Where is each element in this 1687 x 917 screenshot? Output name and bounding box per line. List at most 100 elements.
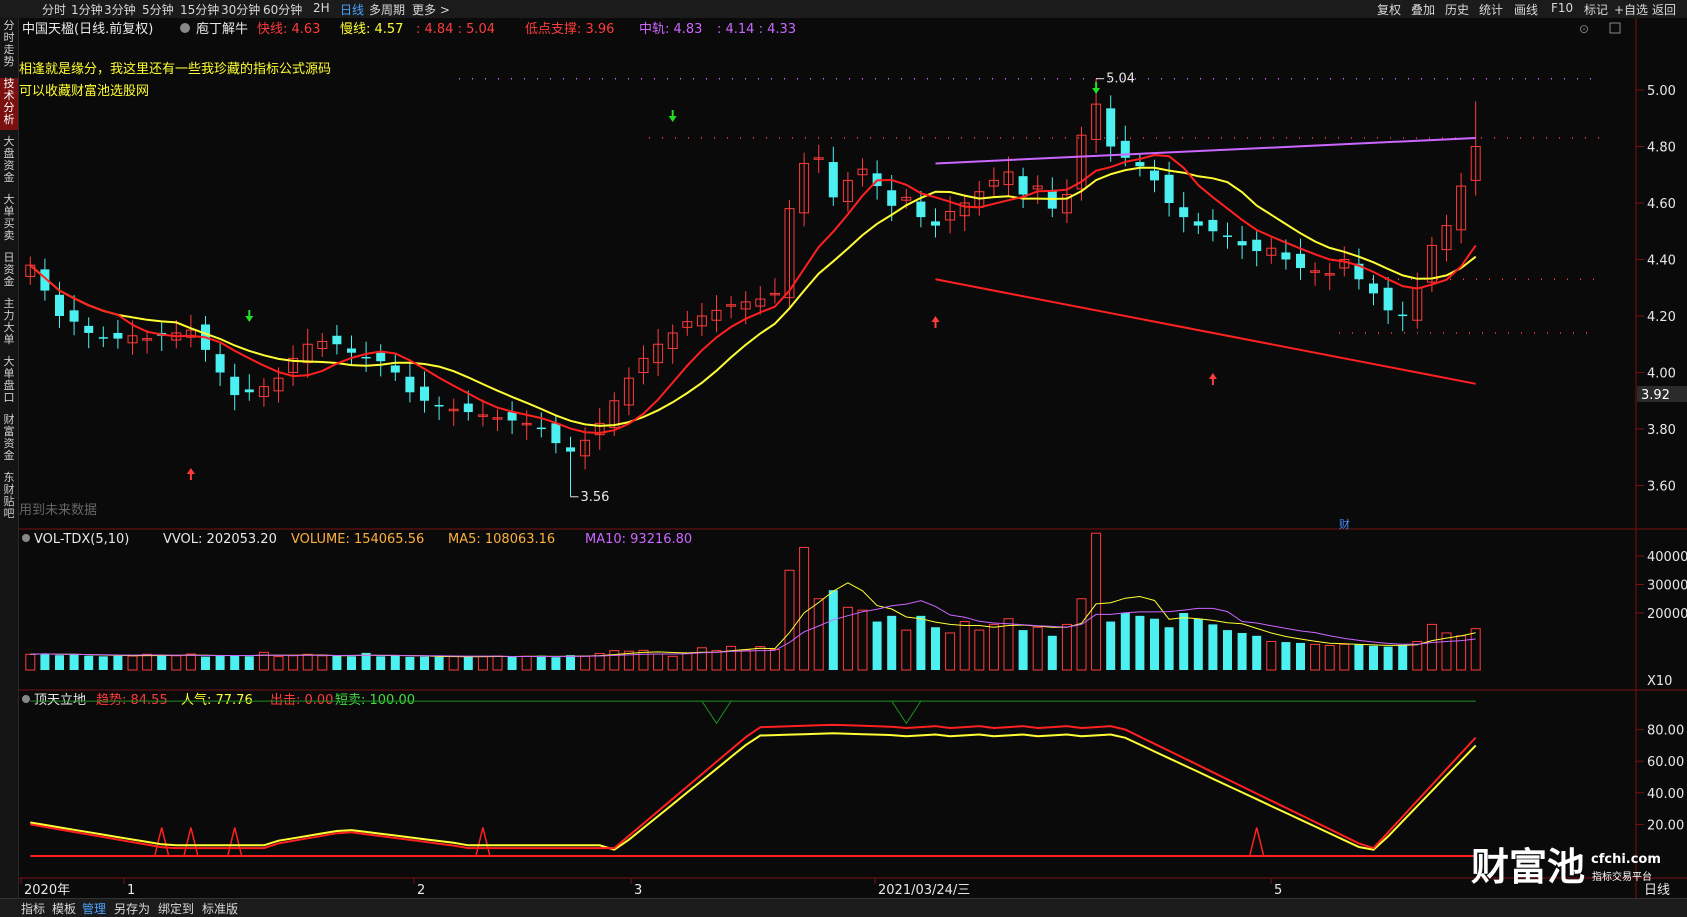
toolbar-period-1[interactable]: 1分钟 (71, 3, 103, 17)
vol-axis-label: 20000 (1647, 607, 1687, 622)
side-tab-strip: 分时走势技术分析大盘资金大单买卖日资金主力大单大单盘口财富资金东财贴吧 (0, 18, 19, 916)
volume-bar (667, 655, 678, 671)
slow-line (29, 166, 1477, 427)
settings-icon[interactable]: ⊙ (1579, 22, 1589, 36)
sell-arrow-icon (245, 310, 254, 322)
kline-chart[interactable]: 中国天楹(日线.前复权) 庖丁解牛 快线: 4.63 慢线: 4.57 : 4.… (19, 18, 1687, 898)
volume-bar (711, 650, 722, 671)
candle-body (828, 162, 838, 198)
close-panel-icon[interactable] (1609, 22, 1621, 34)
candle-body (1426, 244, 1437, 283)
volume-bar (347, 656, 356, 670)
candle-body (40, 269, 50, 291)
toolbar-action-0[interactable]: 复权 (1377, 3, 1402, 17)
bottom-tab-3[interactable]: 另存为 (114, 902, 151, 916)
vol-expand-icon[interactable] (22, 534, 30, 542)
toolbar-action-5[interactable]: F10 (1551, 1, 1574, 15)
bottom-tab-0[interactable]: 指标 (21, 902, 46, 916)
candle-body (1266, 247, 1277, 256)
expand-icon[interactable] (180, 23, 190, 33)
candle-body (1179, 207, 1189, 218)
candle-body (609, 400, 620, 429)
volume-bar (1208, 624, 1218, 670)
side-tab-0[interactable]: 分时走势 (3, 19, 15, 68)
toolbar-period-4[interactable]: 15分钟 (180, 3, 220, 17)
volume-bar (1252, 635, 1262, 670)
watermark-sub: 指标交易平台 (1592, 870, 1652, 883)
ind-expand-icon[interactable] (22, 695, 30, 703)
toolbar-period-0[interactable]: 分时 (42, 3, 67, 17)
toolbar-period-5[interactable]: 30分钟 (221, 3, 261, 17)
side-tab-8[interactable]: 东财贴吧 (3, 471, 15, 520)
volume-bar (98, 656, 108, 670)
toolbar-period-6[interactable]: 60分钟 (263, 3, 303, 17)
volume-bar (258, 651, 269, 671)
volume-bar (945, 632, 956, 671)
candle-body (711, 309, 722, 321)
toolbar-period-7[interactable]: 2H (313, 1, 330, 15)
bottom-tab-1[interactable]: 模板 (52, 902, 77, 916)
vol-unit: X10 (1647, 674, 1672, 689)
date-label: 3 (634, 883, 642, 898)
price-axis-label: 5.00 (1647, 84, 1676, 99)
toolbar-action-1[interactable]: 叠加 (1411, 3, 1436, 17)
candle-body (1106, 108, 1116, 147)
volume-bar (1179, 613, 1189, 670)
fast-line (29, 153, 1477, 435)
moving-average-lines (29, 153, 1477, 435)
side-tab-4[interactable]: 日资金 (3, 251, 15, 288)
side-tab-6[interactable]: 大单盘口 (3, 355, 15, 404)
price-axis-label: 4.80 (1647, 141, 1676, 156)
chart-area[interactable]: 中国天楹(日线.前复权) 庖丁解牛 快线: 4.63 慢线: 4.57 : 4.… (19, 18, 1687, 898)
volume-bar (887, 615, 897, 670)
toolbar-period-9[interactable]: 多周期 (369, 3, 406, 17)
candle-body (726, 304, 737, 307)
volume-bar (420, 656, 429, 670)
volume-bar (1339, 643, 1350, 671)
candle-body (623, 377, 634, 406)
volume-bar (1047, 635, 1057, 670)
candle-body (1441, 225, 1452, 251)
candle-body (317, 340, 328, 349)
toolbar-action-8[interactable]: 返回 (1652, 3, 1677, 17)
volume-bar (696, 647, 707, 671)
trend-lines (935, 137, 1476, 385)
signal-arrows (186, 82, 1217, 480)
vol-vvol: VVOL: 202053.20 (163, 532, 277, 547)
bottom-tab-4[interactable]: 绑定到 (158, 902, 195, 916)
candle-body (1456, 185, 1467, 231)
date-label: 1 (127, 883, 135, 898)
toolbar-action-7[interactable]: +自选 (1614, 3, 1649, 17)
bottom-tab-5[interactable]: 标准版 (202, 902, 239, 916)
candle-body (916, 201, 926, 218)
side-tab-5[interactable]: 主力大单 (3, 297, 15, 346)
toolbar-period-10[interactable]: 更多 > (412, 3, 450, 17)
toolbar-action-3[interactable]: 统计 (1479, 3, 1504, 17)
side-tab-2[interactable]: 大盘资金 (3, 135, 15, 184)
toolbar-action-6[interactable]: 标记 (1584, 3, 1609, 17)
side-tab-3[interactable]: 大单买卖 (3, 193, 15, 242)
toolbar-action-2[interactable]: 历史 (1445, 3, 1470, 17)
price-axis-label: 3.80 (1647, 423, 1676, 438)
candle-body (273, 377, 284, 392)
candle-body (258, 386, 269, 398)
buy-arrow-icon (931, 316, 940, 328)
toolbar-period-8[interactable]: 日线 (340, 3, 365, 17)
bottom-toolbar: 指标 模板 管理 另存为 绑定到 标准版 (0, 898, 1687, 917)
volume-bar (1266, 641, 1277, 671)
price-axis-label: 4.60 (1647, 197, 1676, 212)
ind-short: 短卖: 100.00 (335, 693, 415, 708)
candle-body (799, 162, 810, 214)
volume-bar (623, 650, 634, 671)
toolbar-action-4[interactable]: 画线 (1514, 3, 1539, 17)
side-tab-7[interactable]: 财富资金 (3, 413, 15, 462)
volume-bar (1018, 630, 1028, 670)
candle-body (288, 357, 299, 373)
toolbar-period-3[interactable]: 5分钟 (142, 3, 174, 17)
fast-line-value: 快线: 4.63 (257, 22, 320, 37)
side-tab-1[interactable]: 技术分析 (0, 78, 18, 130)
volume-bar (1032, 626, 1043, 671)
volume-bar (594, 652, 605, 671)
bottom-tab-2[interactable]: 管理 (82, 902, 107, 916)
toolbar-period-2[interactable]: 3分钟 (104, 3, 136, 17)
